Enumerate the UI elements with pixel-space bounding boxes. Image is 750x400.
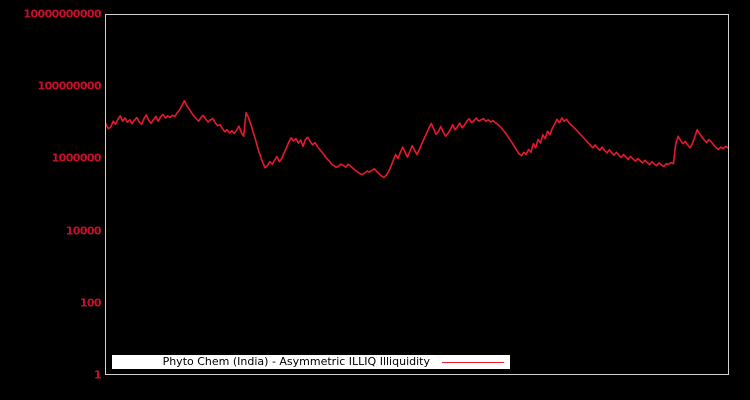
plot-area bbox=[105, 14, 729, 375]
series-line-phyto-chem bbox=[106, 99, 728, 179]
y-axis-tick-label: 100000000 bbox=[37, 79, 102, 93]
series-line-chart bbox=[106, 99, 728, 179]
y-axis-tick-labels: 1 100 10000 1000000 100000000 10000000000 bbox=[0, 0, 101, 400]
y-axis-tick-label: 10000 bbox=[65, 224, 102, 238]
legend-label: Phyto Chem (India) - Asymmetric ILLIQ Il… bbox=[162, 355, 430, 368]
y-axis-tick-label: 1000000 bbox=[51, 151, 102, 165]
chart-legend: Phyto Chem (India) - Asymmetric ILLIQ Il… bbox=[112, 355, 510, 369]
y-axis-tick-label: 10000000000 bbox=[23, 7, 101, 21]
y-axis-tick-label: 1 bbox=[93, 368, 102, 382]
series-line-swatch-icon bbox=[442, 361, 504, 363]
y-axis-tick-label: 100 bbox=[79, 296, 102, 310]
